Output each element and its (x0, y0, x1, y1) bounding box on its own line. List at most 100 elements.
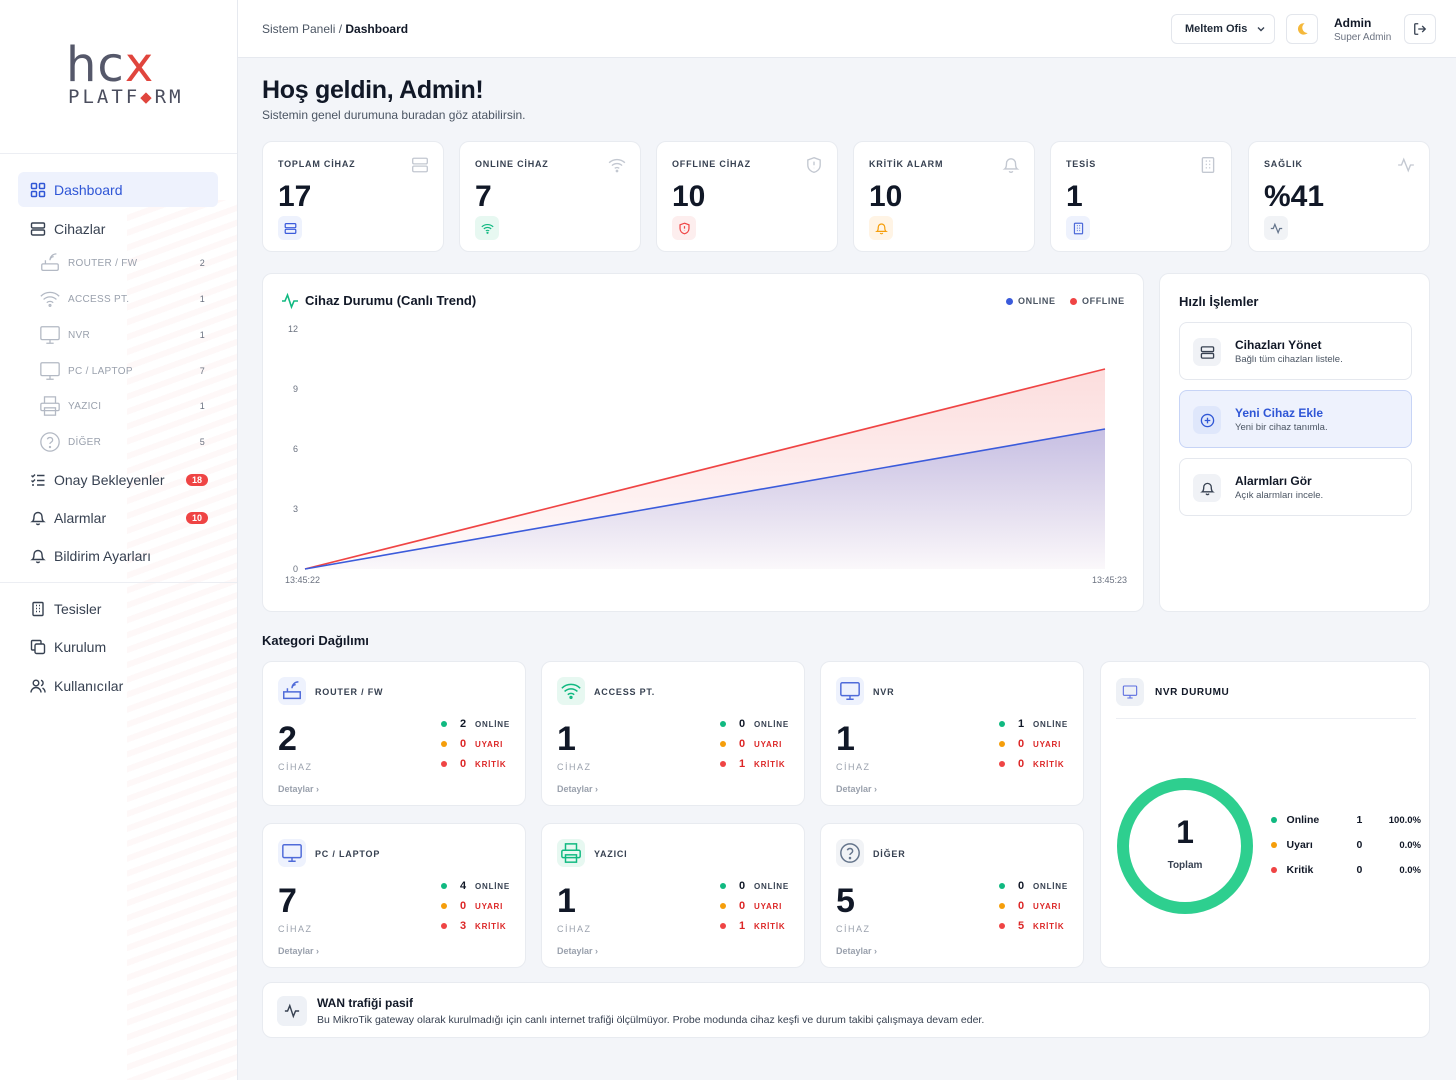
series-line-online (304, 428, 1106, 570)
stat-value: 17 (278, 180, 312, 213)
server-icon (412, 157, 428, 173)
category-name: ROUTER / FW (315, 687, 384, 697)
category-details-link[interactable]: Detaylar › (836, 784, 878, 794)
stat-label: OFFLINE CİHAZ (672, 159, 751, 169)
stat-card-3[interactable]: KRİTİK ALARM 10 (853, 141, 1035, 252)
category-card-3[interactable]: PC / LAPTOP 7 CİHAZ Detaylar › 4 ONLİNE 0… (262, 823, 526, 968)
bell-icon (1002, 158, 1020, 174)
sidebar-item-tesisler[interactable]: Tesisler (18, 591, 218, 626)
topbar: Sistem Paneli / Dashboard Meltem Ofis Ad… (238, 0, 1456, 58)
category-unit: CİHAZ (557, 762, 592, 772)
breadcrumb-parent[interactable]: Sistem Paneli (262, 22, 336, 36)
category-details-link[interactable]: Detaylar › (557, 784, 599, 794)
nvr-status-card: NVR DURUMU 1 Toplam Online 1 100.0% Uyarı 0 0… (1100, 661, 1430, 968)
server-icon (28, 219, 48, 239)
category-total: 2 (278, 720, 297, 758)
stat-value: 10 (869, 180, 903, 213)
sidebar-item-bildirim[interactable]: Bildirim Ayarları (18, 538, 218, 573)
category-details-link[interactable]: Detaylar › (557, 946, 599, 956)
sidebar-sub-nvr[interactable]: NVR 1 (38, 320, 213, 350)
building-icon (1201, 157, 1215, 173)
onay-badge: 18 (185, 473, 208, 486)
category-crit-row: 5 KRİTİK (999, 919, 1079, 933)
help-icon (38, 430, 62, 454)
activity-icon (277, 996, 307, 1026)
x-tick-label: 13:45:22 (285, 575, 320, 585)
stat-card-1[interactable]: ONLINE CİHAZ 7 (459, 141, 641, 252)
stat-value: 1 (1066, 180, 1083, 213)
series-line-offline (304, 368, 1106, 570)
router-icon (278, 677, 306, 705)
quick-manage-devices[interactable]: Cihazları Yönet Bağlı tüm cihazları liste… (1179, 322, 1412, 380)
building-icon (1066, 216, 1090, 240)
moon-icon (1297, 23, 1308, 35)
stat-card-0[interactable]: TOPLAM CİHAZ 17 (262, 141, 444, 252)
quick-add-device[interactable]: Yeni Cihaz Ekle Yeni bir cihaz tanımla. (1179, 390, 1412, 448)
category-warn-row: 0 UYARI (999, 899, 1079, 913)
sidebar-item-cihazlar[interactable]: Cihazlar (18, 211, 218, 246)
category-crit-row: 1 KRİTİK (720, 919, 800, 933)
nvr-legend-row: Uyarı 0 0.0% (1271, 838, 1421, 852)
shield-alert-icon (807, 156, 821, 174)
category-card-4[interactable]: YAZICI 1 CİHAZ Detaylar › 0 ONLİNE 0 UYARI… (541, 823, 805, 968)
page-title: Hoş geldin, Admin! (262, 76, 484, 104)
category-total: 1 (557, 720, 576, 758)
wifi-icon (475, 216, 499, 240)
server-icon (1193, 338, 1221, 366)
stat-label: TOPLAM CİHAZ (278, 159, 356, 169)
category-details-link[interactable]: Detaylar › (836, 946, 878, 956)
building-icon (28, 599, 48, 619)
sidebar-item-dashboard[interactable]: Dashboard (18, 172, 218, 207)
monitor-icon (836, 677, 864, 705)
nvr-donut-chart (1117, 778, 1253, 914)
sidebar-item-onay[interactable]: Onay Bekleyenler 18 (18, 462, 218, 497)
category-online-row: 0 ONLİNE (999, 879, 1079, 893)
laptop-icon (278, 839, 306, 867)
sidebar: hcx PLATF◆RM Dashboard Cihazlar ROUTER /… (0, 0, 238, 1080)
category-details-link[interactable]: Detaylar › (278, 946, 320, 956)
x-tick-label: 13:45:23 (1092, 575, 1127, 585)
logout-button[interactable] (1404, 14, 1436, 44)
printer-icon (557, 839, 585, 867)
y-tick-label: 3 (293, 504, 298, 514)
category-name: ACCESS PT. (594, 687, 656, 697)
sidebar-item-kurulum[interactable]: Kurulum (18, 629, 218, 664)
users-icon (28, 676, 48, 696)
sidebar-sub-router[interactable]: ROUTER / FW 2 (38, 248, 213, 278)
category-card-5[interactable]: DİĞER 5 CİHAZ Detaylar › 0 ONLİNE 0 UYARI … (820, 823, 1084, 968)
router-icon (38, 251, 62, 275)
wifi-icon (557, 677, 585, 705)
alarm-badge: 10 (185, 511, 208, 524)
category-total: 1 (836, 720, 855, 758)
user-info[interactable]: Admin Super Admin (1334, 16, 1392, 43)
nvr-total-value: 1 (1176, 814, 1194, 850)
y-tick-label: 12 (288, 324, 298, 334)
legend-online[interactable]: ONLINE (1006, 296, 1056, 306)
category-crit-row: 0 KRİTİK (441, 757, 521, 771)
monitor-icon (1116, 678, 1144, 706)
theme-toggle-button[interactable] (1286, 14, 1318, 44)
stat-card-5[interactable]: SAĞLIK %41 (1248, 141, 1430, 252)
category-name: DİĞER (873, 849, 906, 859)
category-card-0[interactable]: ROUTER / FW 2 CİHAZ Detaylar › 2 ONLİNE 0… (262, 661, 526, 806)
stat-label: TESİS (1066, 159, 1097, 169)
sidebar-item-alarmlar[interactable]: Alarmlar 10 (18, 500, 218, 535)
sidebar-sub-other[interactable]: DİĞER 5 (38, 427, 213, 457)
quick-view-alarms[interactable]: Alarmları Gör Açık alarmları incele. (1179, 458, 1412, 516)
trend-chart: 0 3 6 9 12 13:45:22 13:45:23 (285, 324, 1127, 585)
sidebar-sub-pc[interactable]: PC / LAPTOP 7 (38, 356, 213, 386)
printer-icon (38, 394, 62, 418)
sidebar-item-kullanicilar[interactable]: Kullanıcılar (18, 668, 218, 703)
legend-offline[interactable]: OFFLINE (1070, 296, 1125, 306)
sidebar-sub-access[interactable]: ACCESS PT. 1 (38, 284, 213, 314)
stat-card-4[interactable]: TESİS 1 (1050, 141, 1232, 252)
breadcrumb: Sistem Paneli / Dashboard (262, 22, 409, 36)
category-details-link[interactable]: Detaylar › (278, 784, 320, 794)
office-select[interactable]: Meltem Ofis (1171, 14, 1275, 44)
sidebar-sub-printer[interactable]: YAZICI 1 (38, 391, 213, 421)
page-subtitle: Sistemin genel durumuna buradan göz atab… (262, 108, 526, 122)
stat-label: KRİTİK ALARM (869, 159, 944, 169)
stat-card-2[interactable]: OFFLINE CİHAZ 10 (656, 141, 838, 252)
